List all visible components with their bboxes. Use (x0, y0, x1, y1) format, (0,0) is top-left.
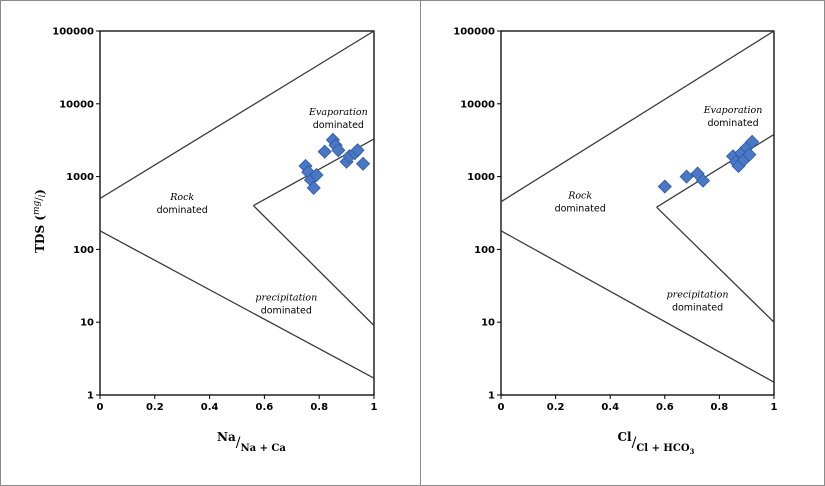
y-tick-label: 1 (87, 391, 94, 402)
x-tick-label: 0.2 (146, 402, 164, 413)
y-tick-label: 100 (73, 245, 94, 256)
data-point (657, 179, 672, 194)
gibbs-plot-chloride: 1 10 100 1000 10000 100000 0 0.2 0.4 0.6 0.8 1 Evapo… (453, 27, 777, 457)
boundary-line (500, 230, 775, 383)
boundary-line (500, 30, 775, 203)
region-label: Rock dominated (157, 192, 208, 216)
x-tick-label: 0.2 (547, 402, 565, 413)
data-point (309, 167, 324, 183)
data-point (742, 147, 757, 162)
x-axis-title: Cl/Cl + HCO3 (618, 430, 695, 456)
y-tick-label: 1000 (66, 172, 94, 183)
plot-area (99, 30, 375, 396)
x-tick-label: 0.8 (711, 402, 729, 413)
y-tick-label: 100000 (52, 27, 94, 38)
y-tick-label: 100 (474, 245, 495, 256)
y-axis-title: TDS (mg/l) (32, 189, 47, 253)
x-tick-label: 1 (771, 402, 778, 413)
plot-area (500, 30, 775, 396)
y-tick-label: 10 (80, 318, 94, 329)
y-tick-label: 1000 (467, 172, 495, 183)
boundary-line (99, 30, 375, 200)
region-label: Evaporation dominated (703, 105, 763, 129)
region-label: Evaporation dominated (308, 107, 368, 131)
data-point (331, 143, 346, 158)
x-tick-label: 0.4 (201, 402, 219, 413)
data-point (306, 180, 321, 195)
panel-frame-left (0, 0, 421, 486)
boundary-line (99, 230, 375, 379)
x-tick-label: 0.6 (256, 402, 274, 413)
region-label: Rock dominated (555, 191, 606, 215)
data-point (350, 143, 365, 158)
y-tick-label: 1 (488, 391, 495, 402)
x-tick-label: 0 (97, 402, 104, 413)
data-point (317, 144, 332, 159)
x-tick-label: 0.6 (656, 402, 674, 413)
y-tick-label: 100000 (453, 27, 495, 38)
y-tick-label: 10 (481, 318, 495, 329)
region-label: precipitation dominated (667, 289, 729, 313)
data-point (679, 169, 694, 184)
x-axis-title: Na/Na + Ca (217, 430, 286, 454)
y-tick-label: 10000 (460, 99, 495, 110)
gibbs-plot-sodium: 1 10 100 1000 10000 100000 0 0.2 0.4 0.6 0.8 1 Evapo… (32, 27, 378, 455)
y-tick-label: 10000 (59, 99, 94, 110)
x-tick-label: 1 (371, 402, 378, 413)
region-label: precipitation dominated (255, 292, 317, 316)
x-tick-label: 0 (498, 402, 505, 413)
data-point (695, 173, 711, 188)
data-point (745, 134, 760, 149)
x-tick-label: 0.8 (310, 402, 328, 413)
data-point (355, 156, 371, 171)
panel-frame-right (420, 0, 825, 486)
x-tick-label: 0.4 (601, 402, 619, 413)
boundary-line (252, 205, 375, 326)
boundary-line (656, 206, 775, 323)
